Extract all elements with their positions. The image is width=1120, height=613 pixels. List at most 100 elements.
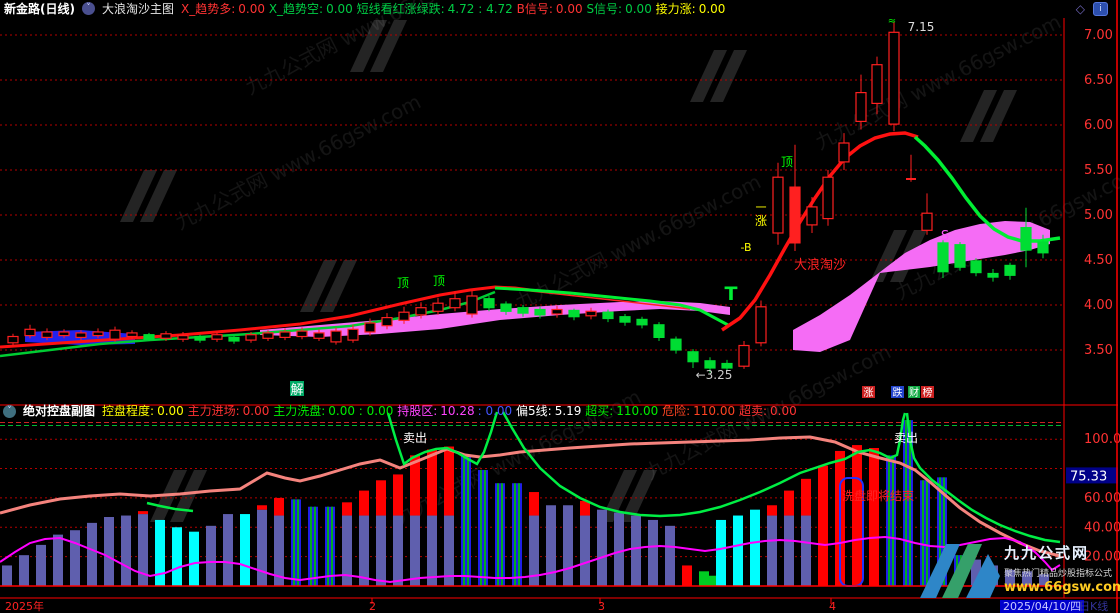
candle-body	[871, 64, 883, 104]
topbar-right-icons: ◇ i	[1076, 1, 1108, 17]
main-axis-label: 4.00	[1084, 298, 1113, 313]
info-icon[interactable]: i	[1093, 2, 1108, 16]
annotation-text: 顶	[397, 276, 409, 290]
volume-bar-stripe	[484, 470, 486, 586]
candle-body	[415, 307, 427, 316]
volume-bar	[784, 515, 794, 586]
badge[interactable]	[290, 381, 304, 396]
volume-bar	[920, 480, 930, 586]
candle-body	[789, 186, 801, 244]
subheader-field: 危险: 110.00	[662, 404, 736, 418]
volume-bar-cap	[393, 474, 403, 516]
diamond-icon[interactable]: ◇	[1075, 2, 1085, 16]
candle-body	[738, 344, 750, 367]
volume-bar	[971, 559, 981, 586]
badge-label[interactable]: 榜	[923, 386, 933, 399]
candle-body	[177, 335, 189, 340]
watermark-logo-shape	[980, 90, 1017, 142]
subheader-field: 控盘程度: 0.00	[102, 404, 184, 418]
volume-bar-cap	[580, 500, 590, 516]
candle-body	[58, 331, 70, 337]
candle-body	[585, 310, 597, 317]
ribbon-magenta	[260, 301, 730, 337]
candle-body	[7, 335, 19, 344]
candle-body	[381, 317, 393, 327]
date-tick-label: 2025年	[5, 600, 44, 613]
candle-body	[160, 333, 172, 339]
volume-bar	[512, 483, 522, 586]
watermark-logo-shape	[870, 230, 907, 282]
candle-body	[398, 311, 410, 321]
volume-bar-stripe	[960, 555, 962, 586]
candle-body	[636, 318, 648, 326]
ribbon-magenta	[793, 221, 1050, 352]
annotation-text: 一	[756, 201, 767, 214]
chevron-down-icon[interactable]: ˅	[3, 404, 16, 418]
chevron-down-icon[interactable]: ˅	[81, 2, 95, 15]
watermark-logo-shape	[960, 90, 997, 142]
annotation-text: ≈	[888, 16, 896, 27]
volume-bar-cap	[376, 480, 386, 516]
volume-bar-cap	[529, 492, 539, 516]
volume-bar	[614, 512, 624, 586]
volume-bar	[1005, 569, 1015, 586]
volume-bar	[546, 505, 556, 586]
volume-bar	[206, 525, 216, 586]
subheader-field: 偏5线: 5.19	[516, 404, 582, 418]
volume-bar	[852, 445, 862, 586]
candle-body	[330, 330, 342, 343]
volume-bar	[274, 515, 284, 586]
main-axis-label: 5.50	[1084, 163, 1113, 178]
candle-body	[970, 260, 982, 274]
volume-bar	[359, 515, 369, 586]
badge-label[interactable]: 涨	[864, 387, 874, 399]
date-tick-label: 4	[829, 600, 836, 613]
volume-bar-cap	[138, 511, 148, 515]
badge[interactable]	[891, 386, 904, 398]
watermark-logo-shape	[300, 260, 337, 312]
badge[interactable]	[862, 386, 875, 398]
watermark-logo-shape	[120, 170, 157, 222]
annotation-text: 顶	[433, 274, 445, 288]
volume-bar-cap	[784, 490, 794, 516]
volume-bar	[954, 555, 964, 586]
badge[interactable]	[921, 386, 934, 398]
badge-label[interactable]: 跌	[893, 386, 903, 399]
volume-bar-stripe	[518, 483, 520, 586]
topbar-field: X_趋势空: 0.00	[268, 1, 353, 16]
candle-body	[822, 176, 834, 220]
volume-bar-stripe	[463, 455, 465, 586]
volume-bar	[223, 514, 233, 586]
badge-label[interactable]: 解	[290, 383, 303, 398]
main-indicator-name[interactable]: 大浪淘沙主图	[101, 1, 174, 16]
annotation-text: 顶	[781, 155, 793, 169]
volume-bar-stripe	[297, 499, 299, 586]
date-tick-label: 2	[369, 600, 376, 613]
volume-bar	[1022, 571, 1032, 586]
annotation-text: 卖出	[403, 431, 427, 445]
stock-title[interactable]: 新金路(日线)	[4, 1, 75, 16]
candle-body	[619, 316, 631, 323]
candle-body	[449, 298, 461, 309]
badge-label[interactable]: 财	[909, 386, 919, 399]
volume-bar-stripe	[293, 499, 295, 586]
candle-body	[921, 212, 933, 231]
candle-body	[364, 322, 376, 333]
volume-bar	[597, 509, 607, 586]
candle-body	[772, 176, 784, 234]
volume-bar	[461, 455, 471, 586]
date-axis: 2025年 2 3 4 2025/04/10/四 日K线	[0, 599, 1120, 613]
volume-bar	[257, 509, 267, 586]
sub-axis-label: 60.00	[1084, 491, 1120, 506]
badge[interactable]	[908, 386, 920, 398]
signal-line-green	[146, 501, 194, 513]
candle-body	[1004, 264, 1016, 276]
annotation-text: ←3.25	[696, 368, 733, 382]
candle-body	[126, 332, 138, 338]
watermark-logo-shape	[320, 260, 357, 312]
volume-bar-stripe	[310, 506, 312, 586]
sub-indicator-name[interactable]: 绝对控盘副图	[23, 404, 96, 418]
volume-bar	[733, 515, 743, 586]
annotation-text: -B	[740, 241, 751, 254]
candle-body	[838, 142, 850, 163]
